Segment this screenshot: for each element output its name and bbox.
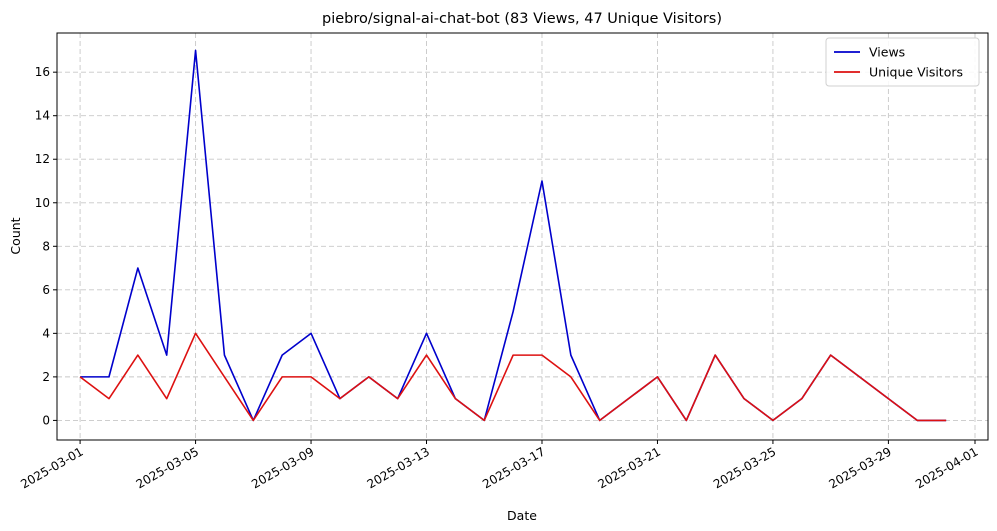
y-tick-label: 2 bbox=[42, 370, 50, 384]
legend: Views Unique Visitors bbox=[825, 37, 980, 87]
y-tick-label: 4 bbox=[42, 326, 50, 340]
y-tick-label: 10 bbox=[35, 196, 50, 210]
chart-title: piebro/signal-ai-chat-bot (83 Views, 47 … bbox=[322, 11, 722, 27]
y-tick-label: 16 bbox=[35, 65, 50, 79]
series-group bbox=[79, 49, 947, 422]
legend-label-views: Views bbox=[869, 45, 905, 60]
y-tick-label: 6 bbox=[42, 283, 50, 297]
x-axis-label: Date bbox=[507, 508, 537, 523]
plot-frame bbox=[56, 32, 989, 441]
series-line-unique-visitors bbox=[79, 332, 947, 422]
y-tick-label: 8 bbox=[42, 239, 50, 253]
y-tick-label: 12 bbox=[35, 152, 50, 166]
legend-box bbox=[825, 37, 980, 87]
y-axis-label: Count bbox=[8, 217, 23, 254]
grid bbox=[57, 33, 988, 440]
legend-label-unique-visitors: Unique Visitors bbox=[869, 65, 963, 80]
y-tick-label: 14 bbox=[35, 109, 50, 123]
y-tick-label: 0 bbox=[42, 413, 50, 427]
y-axis-ticks: 0 2 4 6 8 10 12 14 16 bbox=[35, 65, 57, 427]
